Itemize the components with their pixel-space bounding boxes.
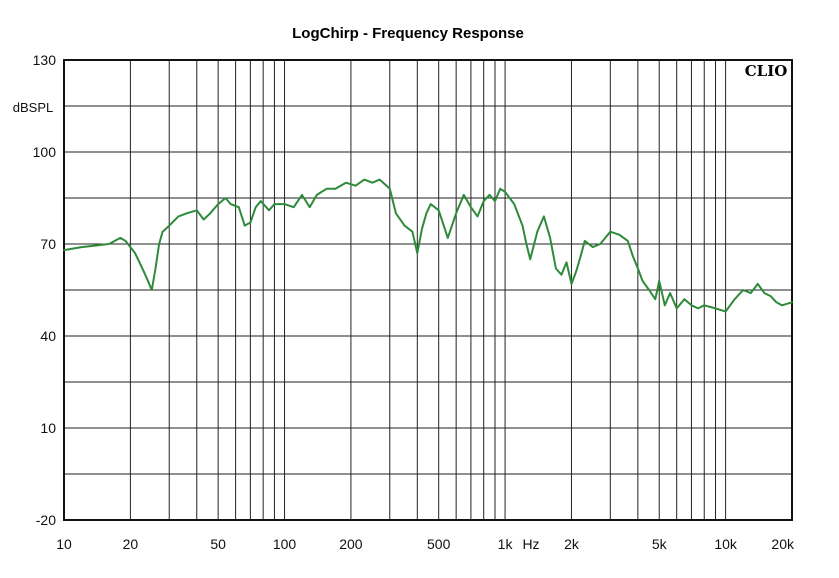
y-tick-label: 10 [40,420,56,436]
clio-brand-label: CLIO [745,62,788,80]
x-tick-label: 20k [771,536,795,552]
x-axis-ticks: 10 20 50 100 200 500 1k 2k 5k 10k 20k [56,536,795,552]
series-layer [63,178,793,313]
x-axis-unit-label: Hz [522,536,539,552]
grid [64,60,792,520]
y-tick-label: 130 [33,52,57,68]
x-tick-label: 100 [273,536,297,552]
y-tick-label: -20 [36,512,56,528]
plot-area-frame [63,59,793,521]
x-tick-label: 20 [123,536,139,552]
x-tick-label: 10k [714,536,738,552]
y-axis-label: dBSPL [13,100,53,115]
y-axis-ticks: 130 100 70 40 10 -20 [33,52,57,528]
y-tick-label: 70 [40,236,56,252]
x-tick-label: 5k [652,536,668,552]
x-tick-label: 50 [210,536,226,552]
y-tick-label: 100 [33,144,57,160]
x-tick-label: 1k [498,536,514,552]
x-tick-label: 2k [564,536,580,552]
x-tick-label: 10 [56,536,72,552]
chart-title: LogChirp - Frequency Response [292,25,524,42]
x-tick-label: 500 [427,536,451,552]
y-tick-label: 40 [40,328,56,344]
frequency-response-line [63,178,793,313]
x-tick-label: 200 [339,536,363,552]
brand-label-background [742,62,790,80]
